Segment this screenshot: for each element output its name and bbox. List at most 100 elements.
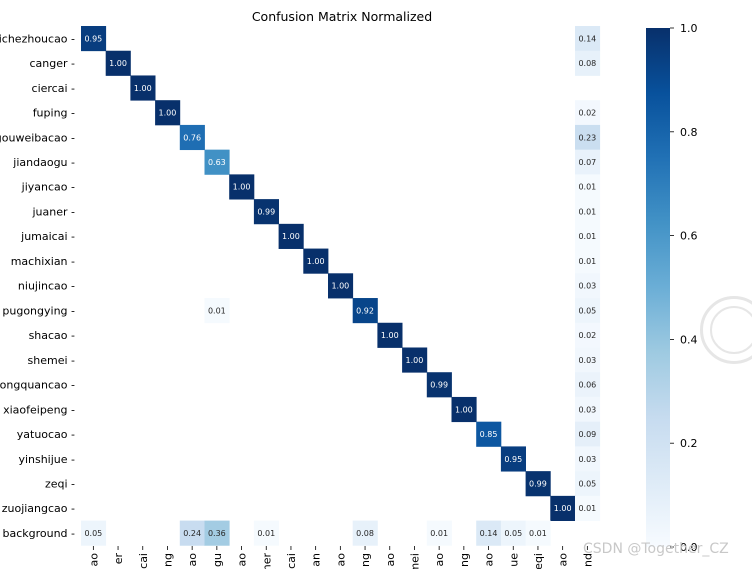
- heatmap-cell: [525, 520, 551, 546]
- row-tick-label: gouweibacao -: [0, 131, 75, 144]
- cell-value-label: 0.03: [578, 356, 596, 365]
- colorbar-tick-label: 1.0: [680, 22, 698, 35]
- cell-value-label: 0.01: [578, 232, 596, 241]
- heatmap-cell: [204, 149, 230, 175]
- row-tick-label: yinshijue -: [18, 453, 75, 466]
- cell-value-label: 0.63: [208, 158, 226, 167]
- heatmap-cell: [575, 223, 601, 249]
- cell-value-label: 0.05: [504, 529, 522, 538]
- column-tick-label: ao: [87, 553, 100, 567]
- heatmap-cell: [575, 396, 601, 423]
- heatmap-cell: [575, 347, 601, 373]
- row-tick-label: fuping -: [33, 107, 75, 120]
- cell-value-label: 0.02: [578, 331, 596, 340]
- column-tick-label: ao: [483, 553, 496, 567]
- column-tick-label: eqi: [532, 553, 545, 569]
- chart-title: Confusion Matrix Normalized: [252, 9, 432, 24]
- heatmap-cell: [575, 471, 601, 497]
- heatmap-cell: [352, 298, 378, 324]
- heatmap-cell: [278, 223, 304, 249]
- colorbar-tick-label: 0.4: [680, 333, 698, 346]
- column-tick-label: ng: [458, 553, 471, 567]
- row-tick-label: zeqi -: [45, 478, 75, 491]
- cell-value-label: 0.03: [578, 405, 596, 414]
- heatmap-cell: [525, 471, 551, 497]
- heatmap-cell: [352, 520, 378, 546]
- cell-value-label: 0.05: [578, 306, 596, 315]
- heatmap-cell: [105, 50, 131, 76]
- cell-value-label: 0.01: [578, 257, 596, 266]
- heatmap-cell: [451, 396, 477, 423]
- cell-value-label: 0.76: [183, 133, 201, 142]
- heatmap-cell: [179, 124, 205, 151]
- heatmap-cell: [229, 174, 255, 200]
- heatmap-cell: [575, 26, 601, 52]
- column-tick-label: ao: [557, 553, 570, 567]
- heatmap-cell: [500, 520, 526, 546]
- cell-value-label: 0.05: [84, 529, 102, 538]
- heatmap-cell: [575, 273, 601, 299]
- row-tick-label: zuojiangcao -: [2, 502, 75, 515]
- heatmap-cell: [81, 26, 107, 52]
- cell-value-label: 0.01: [578, 207, 596, 216]
- heatmap-cell: [253, 199, 279, 225]
- cell-value-label: 0.08: [578, 59, 596, 68]
- cell-value-label: 1.00: [282, 232, 300, 241]
- row-tick-label: jiandaogu -: [12, 156, 75, 169]
- heatmap-cell: [81, 520, 107, 546]
- row-tick-label: machixian -: [11, 255, 75, 268]
- cell-value-label: 0.99: [257, 207, 275, 216]
- row-tick-label: yatuocao -: [17, 428, 75, 441]
- column-tick-label: ao: [433, 553, 446, 567]
- column-tick-label: er: [112, 553, 125, 565]
- cell-value-label: 1.00: [381, 331, 399, 340]
- heatmap-cell: [500, 446, 526, 472]
- heatmap-cell: [204, 298, 230, 324]
- cell-value-label: 1.00: [307, 257, 325, 266]
- cell-value-label: 1.00: [406, 356, 424, 365]
- row-tick-label: jumaicai -: [20, 230, 75, 243]
- row-tick-label: aichezhoucao -: [0, 32, 75, 45]
- heatmap-cell: [575, 322, 601, 348]
- row-tick-label: jiyancao -: [21, 181, 75, 194]
- heatmap-cell: [253, 520, 279, 546]
- cell-value-label: 0.03: [578, 282, 596, 291]
- cell-value-label: 0.01: [430, 529, 448, 538]
- column-tick-label: cai: [137, 553, 150, 569]
- column-tick-label: ao: [384, 553, 397, 567]
- row-tick-label: ciercai -: [32, 82, 75, 95]
- heatmap-cell: [575, 248, 601, 274]
- heatmap-cell: [130, 75, 156, 101]
- cell-value-label: 0.95: [84, 34, 102, 43]
- cell-value-label: 0.92: [356, 306, 374, 315]
- heatmap-cell: [476, 520, 502, 546]
- heatmap-cell: [575, 100, 601, 126]
- cell-value-label: 1.00: [159, 109, 177, 118]
- colorbar-tick-label: 0.0: [680, 541, 698, 554]
- colorbar-tick-label: 0.6: [680, 230, 698, 243]
- cell-value-label: 1.00: [134, 84, 152, 93]
- column-tick-label: cai: [285, 553, 298, 569]
- column-tick-label: gu: [211, 553, 224, 567]
- row-tick-label: niujincao -: [18, 280, 75, 293]
- row-tick-label: shemei -: [28, 354, 76, 367]
- cell-value-label: 0.23: [578, 133, 596, 142]
- heatmap-cell: [575, 421, 601, 447]
- heatmap-cell: [155, 100, 181, 126]
- heatmap-cell: [476, 421, 502, 447]
- cell-value-label: 0.09: [578, 430, 596, 439]
- cell-value-label: 0.01: [578, 183, 596, 192]
- column-tick-label: ue: [507, 553, 520, 567]
- watermark-circle-icon: [700, 296, 752, 364]
- watermark-text: CSDN @Together_CZ: [583, 541, 729, 557]
- column-tick-label: ao: [334, 553, 347, 567]
- column-tick-label: ner: [260, 553, 273, 569]
- cell-value-label: 1.00: [331, 282, 349, 291]
- row-tick-label: shacao -: [29, 329, 75, 342]
- cell-value-label: 0.03: [578, 455, 596, 464]
- cell-value-label: 0.07: [578, 158, 596, 167]
- cell-value-label: 0.05: [578, 480, 596, 489]
- row-tick-label: tongquancao -: [0, 379, 75, 392]
- cell-value-label: 0.99: [529, 480, 547, 489]
